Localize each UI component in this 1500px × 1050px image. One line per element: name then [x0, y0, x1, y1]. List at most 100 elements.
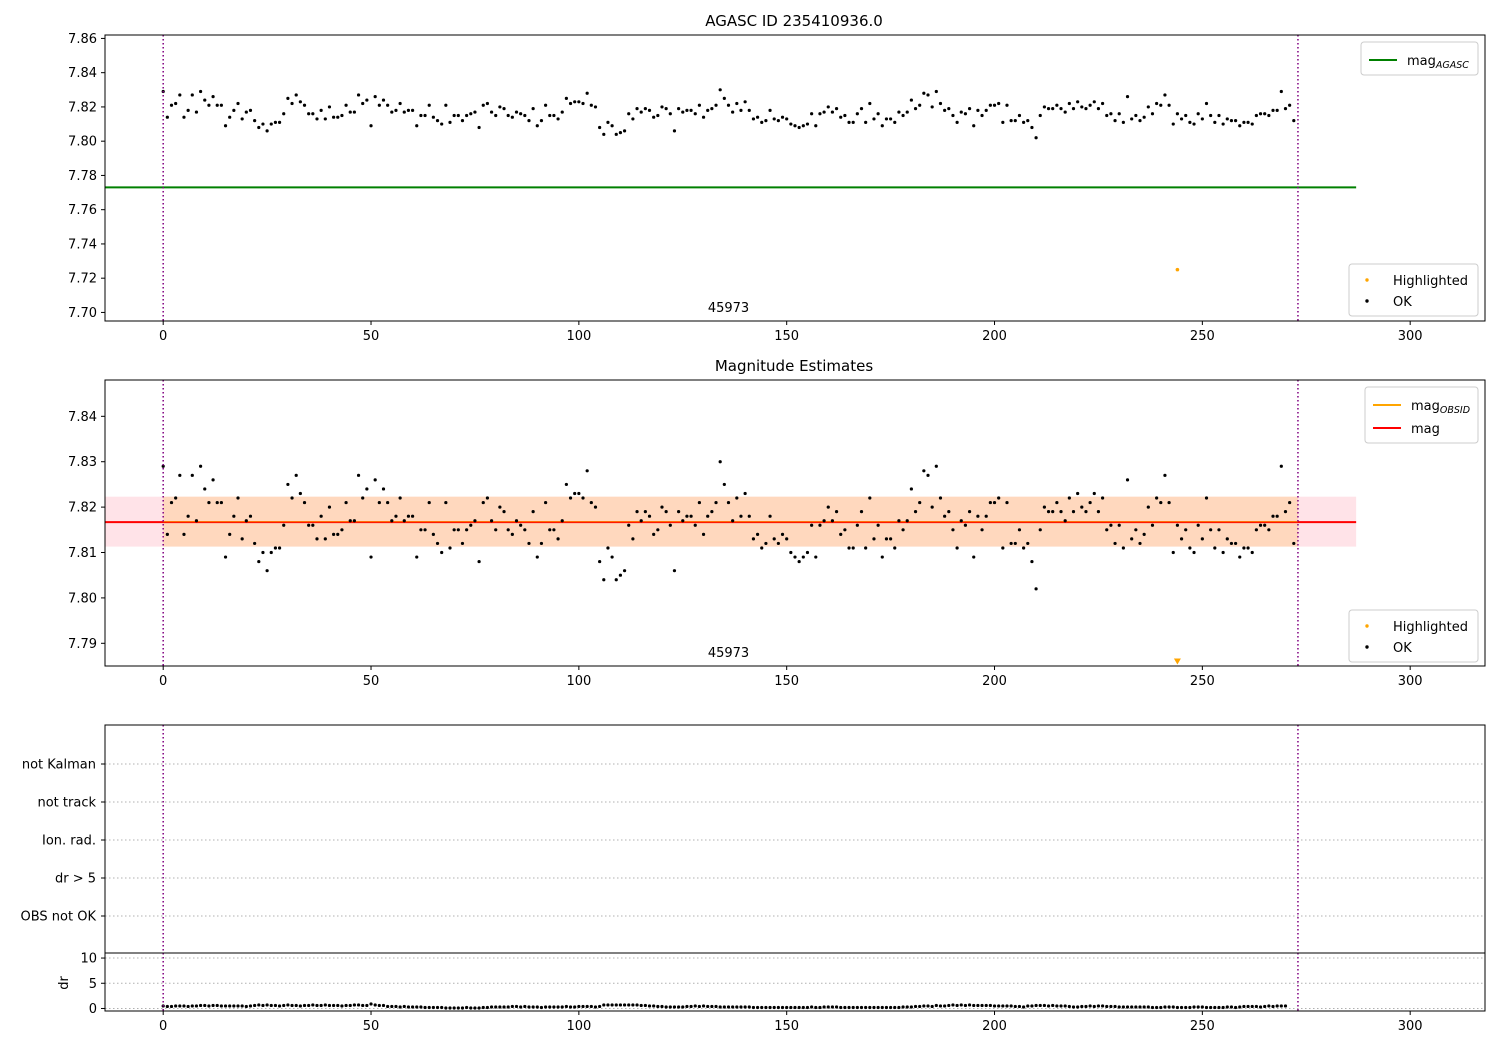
ok-point [789, 122, 793, 126]
ok-point [1250, 122, 1254, 126]
ok-point [1067, 101, 1071, 106]
dr-point [344, 1003, 348, 1008]
dr-point [544, 1005, 548, 1009]
dr-point [448, 1006, 452, 1010]
dr-point [1042, 1003, 1046, 1008]
dr-point [1113, 1004, 1117, 1009]
ok-point [344, 103, 348, 107]
ok-point [373, 95, 377, 99]
dr-point [1109, 1004, 1113, 1009]
ok-point [622, 129, 627, 133]
dr-point [564, 1004, 568, 1009]
ok-point [876, 523, 880, 527]
ok-point [406, 514, 411, 518]
ok-point [643, 107, 647, 111]
y-tick-label: 7.81 [68, 546, 97, 561]
ok-point [398, 496, 402, 500]
ok-point [560, 519, 564, 523]
ok-point [377, 500, 381, 505]
ok-point [240, 537, 244, 541]
dr-point [689, 1004, 693, 1009]
dr-point [909, 1005, 913, 1009]
dr-point [290, 1003, 294, 1008]
ok-point [851, 120, 855, 124]
ok-point [1167, 103, 1171, 107]
ok-point [1213, 120, 1217, 124]
dr-point [951, 1003, 955, 1007]
ok-point [1113, 541, 1117, 546]
dr-point [269, 1003, 273, 1008]
ok-point [581, 496, 585, 500]
ok-point [485, 101, 490, 106]
ok-point [1263, 112, 1267, 116]
ok-point [660, 105, 664, 109]
ok-point [1192, 550, 1196, 555]
ok-point [1130, 117, 1134, 121]
dr-point [988, 1003, 992, 1008]
dr-point [556, 1005, 560, 1009]
highlighted-point [1175, 267, 1180, 272]
dr-point [465, 1005, 469, 1010]
dr-point [307, 1003, 311, 1008]
ok-point [435, 541, 440, 546]
dr-point [489, 1005, 494, 1009]
ok-point [681, 110, 685, 114]
ok-point [851, 546, 855, 550]
ok-point [810, 112, 814, 116]
ok-point [165, 532, 169, 536]
dr-point [1209, 1005, 1213, 1010]
dr-point [456, 1006, 460, 1010]
ok-point [606, 120, 610, 124]
dr-point [984, 1003, 988, 1008]
axes-frame [104, 379, 1486, 667]
ok-point [760, 120, 764, 124]
ok-point [1105, 528, 1109, 532]
ok-point [718, 460, 722, 464]
ok-point [1067, 496, 1071, 500]
ok-point [664, 510, 668, 514]
flag-category-label: not track [37, 796, 96, 811]
ok-point [544, 500, 548, 505]
ok-point [839, 532, 843, 536]
ok-point [377, 103, 381, 107]
ok-point [548, 113, 552, 118]
y-tick-label: 7.82 [68, 501, 97, 516]
ok-point [726, 500, 731, 505]
dr-point [714, 1004, 718, 1009]
dr-point [423, 1005, 427, 1010]
ok-point [290, 496, 294, 500]
dr-point [435, 1005, 440, 1010]
ok-point [1188, 120, 1192, 124]
dr-point [1121, 1005, 1125, 1009]
ok-point [905, 519, 909, 523]
dr-point [938, 1004, 943, 1008]
y-axis-label: dr [57, 976, 72, 990]
dr-point [311, 1003, 315, 1007]
ok-point [918, 103, 922, 107]
ok-point [286, 482, 290, 487]
dr-point [726, 1005, 731, 1009]
dr-point [415, 1005, 419, 1009]
dr-point [1080, 1004, 1084, 1009]
ok-point [926, 473, 930, 477]
ok-point [469, 523, 473, 527]
ok-point [614, 132, 618, 136]
ok-point [722, 482, 726, 487]
ok-point [282, 523, 286, 527]
dr-point [880, 1005, 884, 1010]
ok-point [223, 555, 228, 559]
ok-point [805, 550, 810, 555]
ok-point [731, 519, 735, 523]
dr-point [211, 1003, 215, 1008]
ok-point [240, 117, 244, 121]
dr-point [348, 1003, 352, 1008]
ok-point [298, 100, 302, 104]
y-tick-label: 7.79 [68, 637, 97, 652]
ok-point [336, 115, 340, 119]
ok-point [689, 514, 693, 518]
ok-point [656, 528, 660, 532]
ok-point [1117, 112, 1121, 116]
ok-point [573, 491, 577, 496]
dr-point [1234, 1005, 1238, 1010]
ok-point [223, 124, 228, 128]
